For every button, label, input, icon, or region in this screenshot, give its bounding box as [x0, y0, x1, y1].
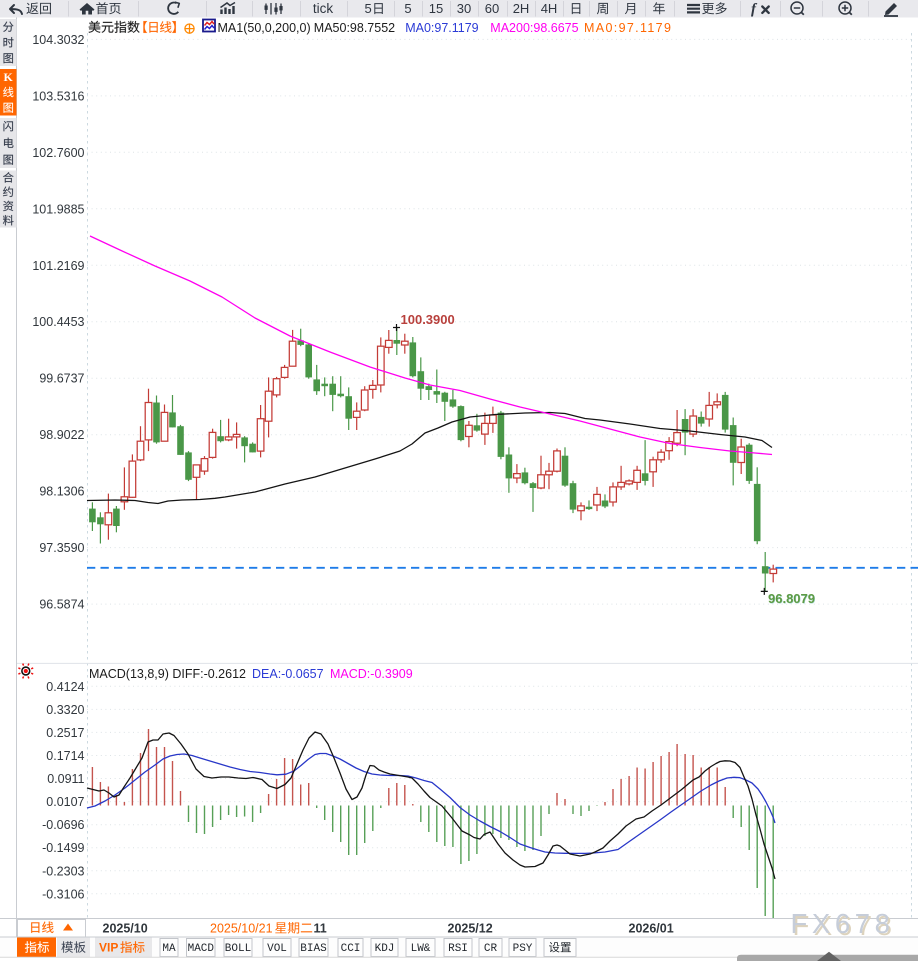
- svg-text:101.9885: 101.9885: [32, 202, 84, 216]
- svg-text:0.2517: 0.2517: [46, 726, 84, 740]
- svg-text:MA50:98.7552: MA50:98.7552: [314, 21, 395, 35]
- svg-text:MACD(13,8,9) DIFF:-0.2612: MACD(13,8,9) DIFF:-0.2612: [89, 667, 246, 681]
- svg-text:-0.1499: -0.1499: [42, 841, 84, 855]
- svg-text:102.7600: 102.7600: [32, 146, 84, 160]
- svg-text:FX678: FX678: [791, 908, 895, 939]
- svg-text:CCI: CCI: [341, 943, 361, 955]
- svg-text:2026/01: 2026/01: [629, 922, 674, 936]
- svg-text:-0.0696: -0.0696: [42, 818, 84, 832]
- svg-text:PSY: PSY: [513, 943, 533, 955]
- svg-text:K: K: [4, 70, 14, 84]
- svg-text:30: 30: [457, 1, 471, 16]
- svg-text:60: 60: [485, 1, 499, 16]
- svg-text:LW&: LW&: [411, 943, 431, 955]
- svg-text:MA0:97.1179: MA0:97.1179: [584, 21, 672, 35]
- svg-text:2025/10/21: 2025/10/21: [210, 922, 273, 936]
- svg-text:5: 5: [404, 1, 411, 16]
- svg-text:96.8079: 96.8079: [768, 591, 815, 606]
- svg-text:101.2169: 101.2169: [32, 259, 84, 273]
- svg-text:MA: MA: [162, 943, 176, 955]
- svg-text:0.0107: 0.0107: [46, 795, 84, 809]
- svg-text:96.8079: 96.8079: [769, 591, 816, 606]
- svg-text:tick: tick: [313, 1, 334, 16]
- svg-text:-0.3106: -0.3106: [42, 887, 84, 901]
- svg-text:5: 5: [365, 1, 372, 16]
- svg-text:98.1306: 98.1306: [39, 485, 84, 499]
- svg-text:4H: 4H: [541, 1, 558, 16]
- svg-text:0.0911: 0.0911: [47, 772, 84, 786]
- svg-text:97.3590: 97.3590: [39, 541, 84, 555]
- svg-text:2025/12: 2025/12: [448, 922, 493, 936]
- svg-text:VOL: VOL: [267, 943, 287, 955]
- svg-text:-0.2303: -0.2303: [42, 864, 84, 878]
- svg-text:0.4124: 0.4124: [46, 680, 84, 694]
- svg-text:VIP: VIP: [99, 940, 118, 954]
- svg-text:FX678: FX678: [793, 910, 897, 941]
- svg-text:2H: 2H: [513, 1, 530, 16]
- svg-text:BIAS: BIAS: [300, 943, 327, 955]
- svg-text:96.5874: 96.5874: [39, 598, 84, 612]
- svg-text:CR: CR: [484, 943, 498, 955]
- svg-text:MA200:98.6675: MA200:98.6675: [490, 21, 578, 35]
- svg-text:100.3900: 100.3900: [401, 312, 455, 327]
- svg-text:MACD: MACD: [188, 943, 215, 955]
- svg-text:0.1714: 0.1714: [46, 749, 84, 763]
- svg-text:0.3320: 0.3320: [46, 703, 84, 717]
- svg-text:11: 11: [314, 922, 327, 936]
- svg-text:KDJ: KDJ: [375, 943, 395, 955]
- svg-text:2025/10: 2025/10: [103, 922, 148, 936]
- svg-text:100.4453: 100.4453: [32, 315, 84, 329]
- svg-text:f: f: [751, 2, 758, 18]
- svg-text:15: 15: [429, 1, 443, 16]
- svg-text:BOLL: BOLL: [225, 943, 251, 955]
- svg-text:98.9022: 98.9022: [39, 428, 84, 442]
- svg-text:103.5316: 103.5316: [32, 89, 84, 103]
- svg-text:RSI: RSI: [448, 943, 468, 955]
- svg-text:99.6737: 99.6737: [39, 372, 84, 386]
- svg-text:MA1(50,0,200,0): MA1(50,0,200,0): [218, 21, 311, 35]
- svg-text:MACD:-0.3909: MACD:-0.3909: [330, 667, 413, 681]
- svg-text:104.3032: 104.3032: [32, 33, 84, 47]
- svg-text:DEA:-0.0657: DEA:-0.0657: [252, 667, 324, 681]
- svg-text:MA0:97.1179: MA0:97.1179: [405, 21, 478, 35]
